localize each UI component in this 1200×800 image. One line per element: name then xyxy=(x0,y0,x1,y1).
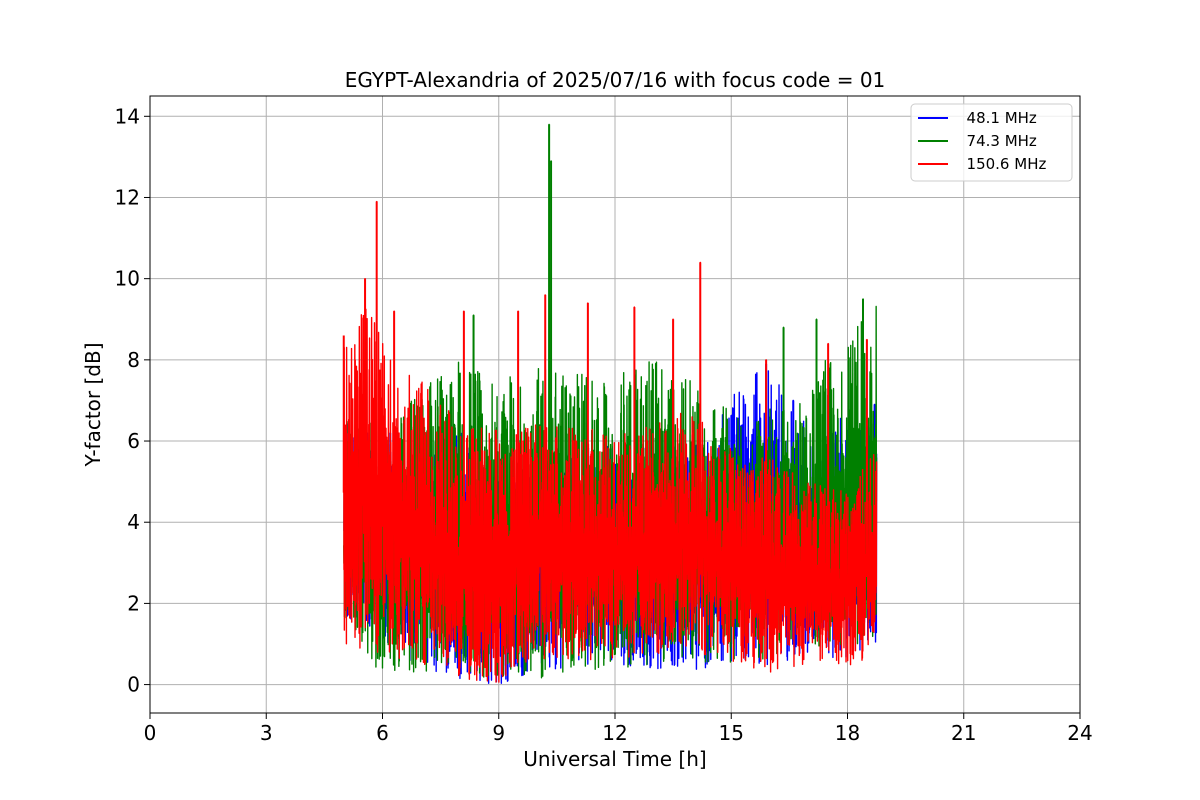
y-tick-label: 12 xyxy=(115,185,140,209)
x-tick-label: 9 xyxy=(492,721,505,745)
x-tick-label: 15 xyxy=(719,721,744,745)
y-tick-label: 8 xyxy=(127,348,140,372)
series-line-2 xyxy=(343,200,878,683)
x-axis-ticks: 0 3 6 9 12 15 18 21 24 xyxy=(144,713,1093,745)
x-tick-label: 3 xyxy=(260,721,273,745)
x-tick-label: 12 xyxy=(602,721,627,745)
y-axis-ticks: 0 2 4 6 8 10 12 14 xyxy=(115,104,150,697)
legend-label: 74.3 MHz xyxy=(957,132,1037,150)
legend-box xyxy=(910,103,1073,182)
x-tick-label: 18 xyxy=(835,721,860,745)
x-tick-label: 6 xyxy=(376,721,389,745)
series-group xyxy=(342,123,878,685)
x-axis-label: Universal Time [h] xyxy=(523,747,706,771)
x-tick-label: 24 xyxy=(1067,721,1092,745)
y-axis-label: Y-factor [dB] xyxy=(81,342,105,467)
y-tick-label: 4 xyxy=(127,510,140,534)
y-tick-label: 0 xyxy=(127,673,140,697)
legend: 48.1 MHz 74.3 MHz 150.6 MHz xyxy=(910,103,1073,182)
y-tick-label: 6 xyxy=(127,429,140,453)
y-tick-label: 14 xyxy=(115,104,140,128)
x-tick-label: 21 xyxy=(951,721,976,745)
legend-label: 48.1 MHz xyxy=(957,109,1037,127)
y-tick-label: 10 xyxy=(115,267,140,291)
legend-label: 150.6 MHz xyxy=(957,155,1046,173)
chart-title: EGYPT-Alexandria of 2025/07/16 with focu… xyxy=(345,68,886,92)
y-tick-label: 2 xyxy=(127,591,140,615)
x-tick-label: 0 xyxy=(144,721,157,745)
